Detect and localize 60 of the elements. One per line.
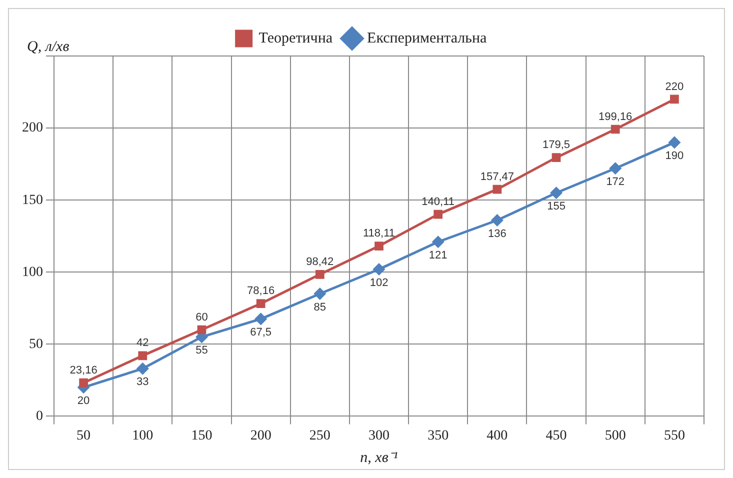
point [138,351,148,360]
x-tick-label: 500 [604,428,626,444]
point [374,242,384,250]
data-label: 199,16 [598,110,632,123]
data-label: 118,11 [362,228,396,240]
data-label: 121 [428,249,448,262]
x-tick-label: 100 [132,428,154,444]
y-tick-label: 200 [22,120,43,136]
point [79,378,88,388]
point [136,362,148,374]
point [255,313,267,325]
point [434,210,443,219]
point [670,94,679,104]
y-tick-label: 100 [22,264,43,280]
data-label: 23,16 [70,364,98,376]
data-label: 60 [196,311,208,324]
data-label: 20 [77,394,90,407]
y-tick-label: 50 [29,336,43,352]
x-tick-label: 450 [546,428,567,444]
point [315,270,324,279]
x-tick-label: 200 [250,428,272,444]
point [256,299,266,308]
point [610,124,620,134]
point [610,162,622,174]
data-label: 136 [488,228,506,240]
x-axis-title: n, хв⁻¹ [360,450,398,466]
data-label: 102 [370,276,388,289]
point [373,263,385,275]
point [432,236,444,248]
x-tick-label: 350 [428,428,449,444]
legend-label: Теоретична [258,30,333,46]
legend-label: Експериментальна [367,30,488,46]
point [550,187,562,199]
data-label: 33 [136,376,149,388]
y-tick-label: 0 [36,408,43,424]
data-label: 155 [547,200,566,212]
point [668,136,680,148]
point [314,288,326,300]
data-label: 78,16 [247,285,275,298]
x-tick-label: 150 [191,428,212,444]
point [552,153,561,162]
point [492,184,502,194]
x-tick-label: 250 [309,428,330,444]
data-label: 157,47 [480,170,514,183]
y-axis-title: Q, л/хв [27,39,70,56]
data-label: 220 [665,80,684,93]
data-label: 190 [665,150,684,162]
data-label: 67,5 [250,326,272,338]
point [491,214,503,226]
data-label: 172 [606,176,625,188]
data-label: 98,42 [306,256,334,268]
x-tick-label: 400 [486,428,508,444]
x-tick-label: 300 [368,428,390,444]
point [197,325,206,334]
data-label: 85 [314,301,326,314]
data-label: 55 [196,344,208,356]
x-tick-label: 550 [664,428,685,444]
data-label: 179,5 [542,139,570,152]
x-tick-label: 50 [76,428,91,444]
y-tick-label: 150 [22,192,43,208]
